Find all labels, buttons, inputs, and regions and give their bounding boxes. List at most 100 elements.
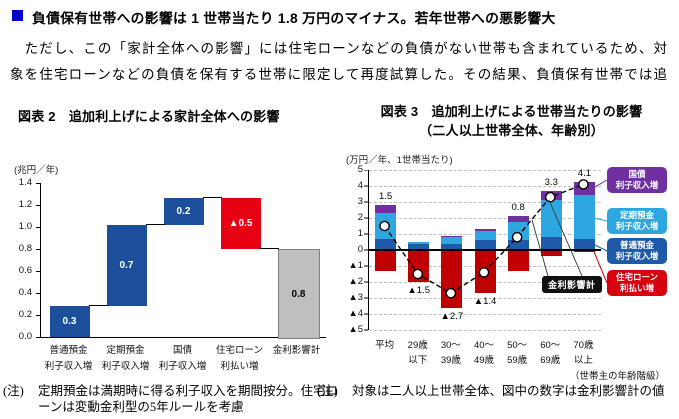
stacked-bar-segment [540, 200, 562, 238]
stacked-bar-segment [375, 250, 397, 271]
waterfall-connector [88, 305, 108, 307]
x-category-line: 住宅ローン [215, 345, 264, 356]
y-tick-mark [36, 314, 41, 316]
x-category-line: 69歳 [540, 355, 561, 366]
x-category-label: 住宅ローン 利払い増 [211, 343, 268, 375]
square-bullet-icon [12, 10, 23, 21]
waterfall-bar: ▲0.5 [220, 198, 261, 249]
x-category-line: 50〜 [507, 340, 528, 351]
y-tick-mark [36, 292, 41, 294]
y-tick-mark [36, 270, 41, 272]
x-category-line: 60〜 [540, 340, 561, 351]
x-category-line: 39歳 [440, 355, 461, 366]
x-category-line: 49歳 [473, 355, 495, 366]
x-category-label: 金利影響計 [268, 343, 325, 375]
y-tick-label: 1 [357, 228, 363, 239]
figure3-line-badge: 金利影響計 [542, 276, 602, 293]
legend-item: 住宅ローン 利払い増 [607, 270, 667, 296]
x-category-line: 70歳 [573, 340, 594, 351]
legend-item: 国債 利子収入増 [607, 167, 667, 193]
figure3-title-line1: 図表 3 追加利上げによる世帯当たりの影響 [380, 104, 643, 119]
figure3-x-axis-note: （世帯主の年齢階級） [569, 371, 665, 382]
stacked-bar-segment [507, 216, 529, 222]
y-tick-mark [36, 226, 41, 228]
gridline [369, 202, 601, 203]
x-category-line: 利払い増 [220, 361, 259, 372]
legend-item-line: 普通預金 [619, 240, 654, 250]
x-category-label: 70歳 以上 [567, 338, 600, 368]
x-category-line: 普通預金 [49, 345, 88, 356]
bar-value-label: ▲0.5 [228, 218, 253, 230]
legend-item: 普通預金 利子収入増 [607, 238, 667, 264]
waterfall-connector [259, 248, 279, 249]
figure2-chart: 0.0 0.2 0.4 0.6 0.8 1.0 1.2 1.4 0.3 0.7 0.2 ▲0.5 0.… [10, 177, 340, 342]
stacked-bar-segment [573, 194, 595, 239]
legend-item: 定期預金 利子収入増 [607, 208, 667, 234]
y-tick-label: 1.2 [18, 199, 32, 210]
figure3-footnote-label: (注) [317, 384, 338, 398]
stacked-bar-segment [573, 182, 595, 195]
y-tick-label: ▲4 [348, 308, 363, 319]
stacked-bar-segment [408, 242, 430, 245]
y-tick-label: 1.0 [18, 221, 32, 232]
stacked-bar-segment [375, 213, 397, 239]
gridline [369, 298, 601, 299]
stacked-bar-segment [507, 222, 529, 241]
waterfall-bar: 0.8 [277, 249, 320, 339]
figure3-title-line2: （二人以上世帯全体、年齢別） [419, 123, 604, 138]
stacked-bar-segment [441, 250, 463, 308]
bar-value-label: 0.8 [291, 288, 306, 300]
y-tick-label: 0.0 [18, 331, 32, 342]
line-value-label: 1.5 [378, 191, 393, 203]
figure3-footnote-text: 対象は二人以上世帯全体、図中の数字は金利影響計の値 [352, 384, 665, 398]
x-category-label: 平均 [368, 338, 401, 368]
y-tick-label: 0.6 [18, 265, 32, 276]
figure2-footnote: (注) 定期預金は満期時に得る利子収入を期間按分。住宅ローンは変動金利型の5年ル… [3, 383, 340, 415]
x-category-label: 国債 利子収入増 [154, 343, 211, 375]
y-tick-mark [36, 248, 41, 250]
x-category-line: 利子収入増 [158, 361, 207, 372]
figure3-y-axis: 5 4 3 2 1 0 ▲1 ▲2 ▲3 ▲4 ▲5 [344, 164, 366, 335]
bar-value-label: 0.2 [176, 206, 191, 218]
figure2-footnote-text: 定期預金は満期時に得る利子収入を期間按分。住宅ローンは変動金利型の5年ルールを考… [38, 384, 339, 414]
line-value-label: ▲1.4 [473, 296, 497, 308]
y-tick-label: ▲5 [348, 324, 363, 335]
x-category-line: 利子収入増 [44, 361, 93, 372]
figure2-y-axis: 0.0 0.2 0.4 0.6 0.8 1.0 1.2 1.4 [10, 177, 36, 342]
x-category-label: 普通預金 利子収入増 [40, 343, 97, 375]
y-tick-label: 2 [357, 212, 363, 223]
stacked-bar-segment [540, 250, 562, 257]
figure3-panel: 図表 3 追加利上げによる世帯当たりの影響 （二人以上世帯全体、年齢別） (万円… [344, 100, 679, 382]
y-tick-label: 0.2 [18, 309, 32, 320]
stacked-bar-segment [408, 250, 430, 282]
gridline [369, 218, 601, 219]
x-category-line: 平均 [375, 340, 395, 351]
x-category-label: 50〜 59歳 [501, 338, 534, 368]
waterfall-bar: 0.3 [49, 306, 90, 337]
x-category-line: 定期預金 [106, 345, 145, 356]
figure3-x-axis: 平均 29歳 以下 30〜 39歳 40〜 49歳 50〜 59歳 60〜 69歳 70歳 以上 [368, 338, 600, 368]
x-category-label: 29歳 以下 [401, 338, 434, 368]
figure2-unit-label: (兆円／年) [14, 165, 59, 176]
stacked-bar-segment [474, 250, 496, 294]
bar-value-label: 0.3 [62, 316, 77, 328]
x-category-label: 40〜 49歳 [467, 338, 500, 368]
section-heading: 負債保有世帯への影響は 1 世帯当たり 1.8 万円のマイナス。若年世帯への悪影… [12, 7, 556, 27]
gridline [369, 330, 601, 331]
y-tick-label: 5 [357, 164, 363, 175]
y-tick-label: 4 [357, 180, 363, 191]
zero-axis-line [369, 249, 601, 251]
line-value-label: ▲2.7 [440, 310, 464, 322]
legend-item-line: 国債 [628, 169, 646, 179]
gridline [369, 170, 601, 171]
stacked-bar-segment [573, 238, 595, 250]
figure2-panel: 図表 2 追加利上げによる家計全体への影響 (兆円／年) 0.0 0.2 0.4 0.… [10, 100, 340, 382]
bar-value-label: 0.7 [119, 259, 134, 271]
figure3-title: 図表 3 追加利上げによる世帯当たりの影響 （二人以上世帯全体、年齢別） [344, 102, 679, 140]
y-tick-mark [36, 336, 41, 338]
figure2-footnote-label: (注) [3, 384, 24, 398]
section-heading-text: 負債保有世帯への影響は 1 世帯当たり 1.8 万円のマイナス。若年世帯への悪影… [32, 11, 556, 26]
figure3-plot-area: 1.5 ▲1.5 ▲2.7 ▲1.4 0.8 3.3 4.1 [368, 168, 601, 331]
figure3-chart: 5 4 3 2 1 0 ▲1 ▲2 ▲3 ▲4 ▲5 1.5 ▲1.5 ▲2.7 ▲1.4 0.8 3.3 4.… [344, 164, 679, 342]
